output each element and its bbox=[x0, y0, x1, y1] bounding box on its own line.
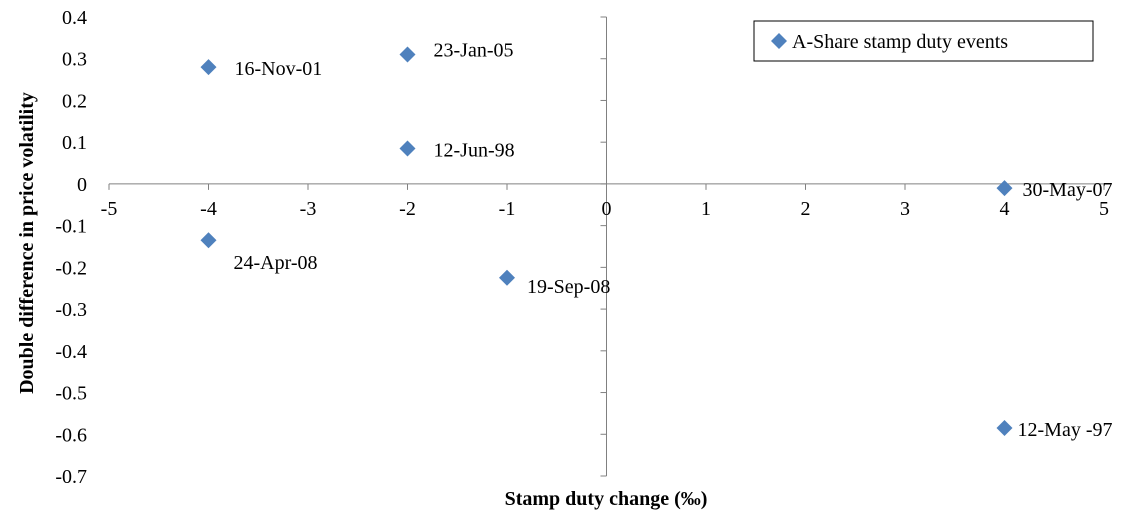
data-point bbox=[996, 420, 1013, 437]
y-tick-label: -0.5 bbox=[55, 383, 87, 405]
y-tick-label: -0.2 bbox=[55, 257, 87, 279]
x-tick-label: -2 bbox=[399, 198, 416, 220]
point-label: 24-Apr-08 bbox=[234, 252, 318, 274]
y-tick-label: 0.1 bbox=[62, 132, 87, 154]
y-tick-label: 0.3 bbox=[62, 49, 87, 71]
data-point bbox=[399, 46, 416, 63]
data-point bbox=[499, 269, 515, 286]
legend-marker bbox=[771, 33, 787, 49]
x-tick-label: 3 bbox=[900, 198, 910, 220]
y-tick-label: -0.3 bbox=[55, 299, 87, 321]
x-tick-label: -1 bbox=[499, 198, 516, 220]
x-axis-title: Stamp duty change (‰) bbox=[505, 488, 708, 510]
y-tick-label: -0.4 bbox=[55, 341, 87, 363]
y-tick-label: 0 bbox=[77, 174, 87, 196]
x-tick-label: 2 bbox=[801, 198, 811, 220]
point-label: 30-May-07 bbox=[1023, 179, 1113, 201]
data-point bbox=[399, 140, 416, 157]
point-label: 16-Nov-01 bbox=[235, 58, 323, 80]
point-label: 19-Sep-08 bbox=[527, 276, 610, 298]
x-tick-label: -5 bbox=[101, 198, 118, 220]
x-tick-label: -4 bbox=[200, 198, 217, 220]
data-point bbox=[996, 180, 1013, 197]
axes: -5 -4 -3 -2 -1 0 1 2 3 4 5 0.4 0.3 0.2 0.1 0 -0.1 -0.2 -0.… bbox=[55, 7, 1109, 488]
point-label: 23-Jan-05 bbox=[434, 40, 514, 62]
point-labels: 16-Nov-01 23-Jan-05 12-Jun-98 30-May-07 24-A… bbox=[234, 40, 1113, 441]
legend-box bbox=[753, 20, 1094, 62]
data-point bbox=[200, 59, 217, 76]
x-tick-label: 4 bbox=[1000, 198, 1010, 220]
y-tick-label: -0.6 bbox=[55, 424, 87, 446]
y-tick-label: 0.2 bbox=[62, 90, 87, 112]
legend: A-Share stamp duty events bbox=[753, 20, 1094, 62]
x-tick-label: 5 bbox=[1099, 198, 1109, 220]
y-axis-title: Double difference in price volatility bbox=[16, 92, 38, 394]
x-tick-label: 1 bbox=[701, 198, 711, 220]
data-points bbox=[200, 46, 1013, 437]
y-tick-label: -0.1 bbox=[55, 216, 87, 238]
data-point bbox=[200, 232, 217, 249]
point-label: 12-Jun-98 bbox=[434, 139, 515, 161]
point-label: 12-May -97 bbox=[1018, 419, 1113, 441]
x-tick-label: -3 bbox=[300, 198, 317, 220]
y-tick-label: 0.4 bbox=[62, 7, 87, 29]
x-tick-label: 0 bbox=[602, 198, 612, 220]
y-tick-label: -0.7 bbox=[55, 466, 87, 488]
legend-label: A-Share stamp duty events bbox=[792, 31, 1008, 53]
